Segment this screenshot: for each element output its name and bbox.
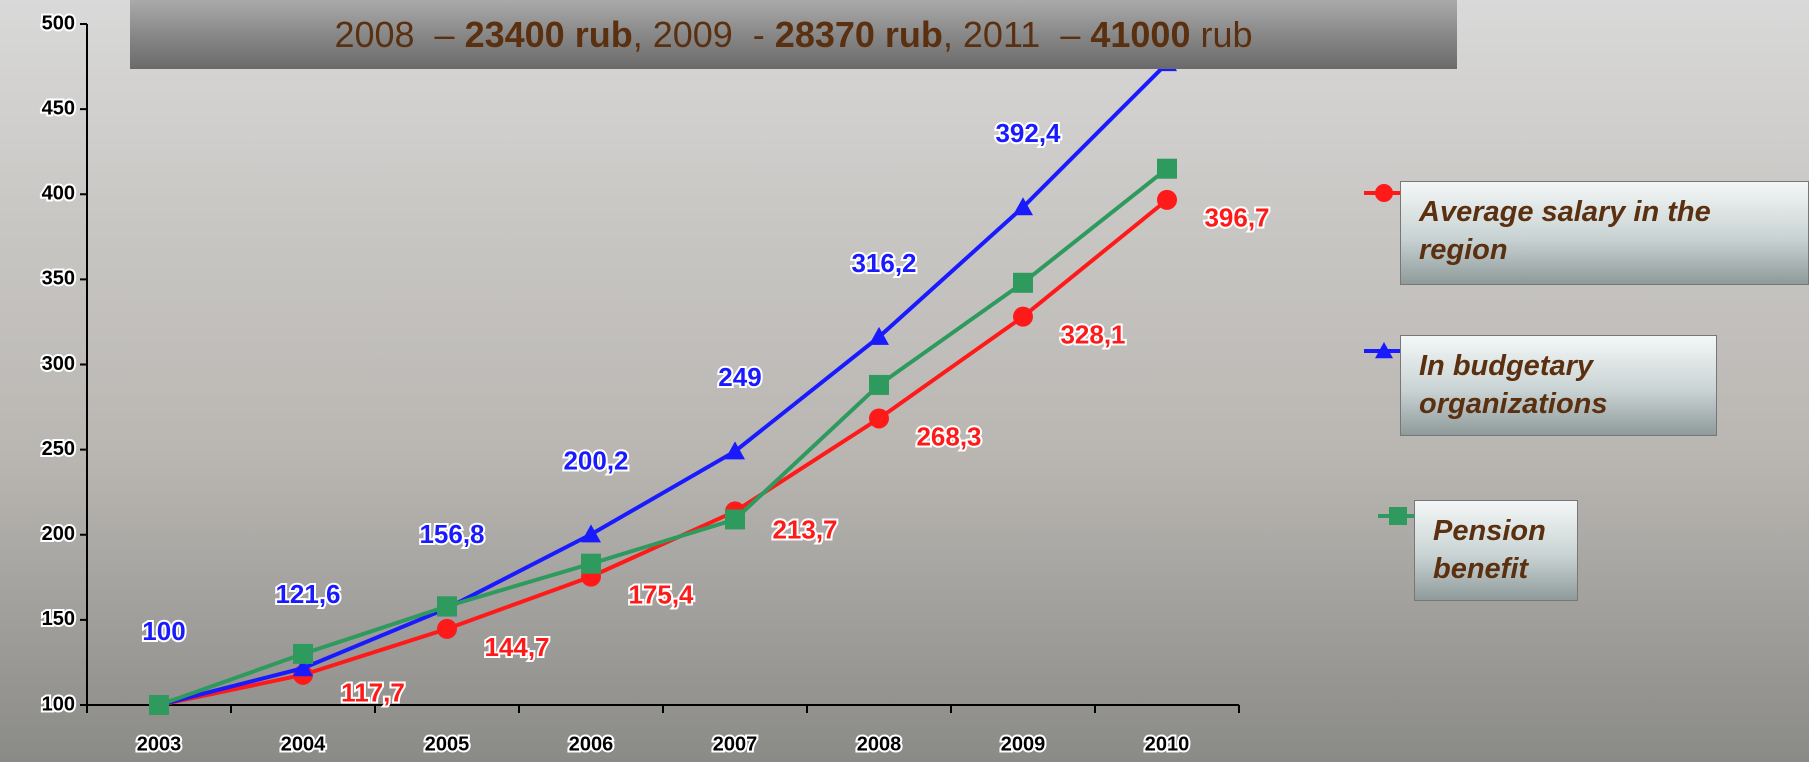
marker bbox=[293, 658, 313, 677]
data-label: 156,8 bbox=[419, 519, 484, 549]
x-tick-label: 2008 bbox=[857, 733, 902, 755]
title-part: 23400 rub bbox=[464, 13, 633, 55]
marker bbox=[725, 509, 745, 530]
x-tick-label: 2007 bbox=[713, 733, 758, 755]
y-tick-label: 150 bbox=[42, 608, 75, 630]
data-label: 100 bbox=[142, 616, 185, 646]
x-tick-label: 2003 bbox=[137, 733, 182, 755]
marker bbox=[293, 643, 313, 664]
data-label: 328,1 bbox=[1060, 320, 1125, 350]
marker bbox=[1375, 342, 1393, 359]
x-tick-label: 2005 bbox=[425, 733, 470, 755]
marker bbox=[869, 326, 889, 345]
title-part: 41000 bbox=[1090, 13, 1191, 55]
data-label: 200,2 bbox=[563, 445, 628, 475]
marker bbox=[1389, 507, 1407, 525]
chart-title: 2008 – 23400 rub, 2009 - 28370 rub, 2011… bbox=[130, 0, 1457, 69]
series-line bbox=[158, 167, 1169, 707]
y-tick-label: 300 bbox=[42, 353, 75, 375]
marker bbox=[1013, 306, 1033, 327]
y-tick-label: 200 bbox=[42, 523, 75, 545]
title-part: 2008 – bbox=[334, 13, 465, 55]
marker bbox=[869, 408, 889, 429]
y-tick-label: 100 bbox=[42, 693, 75, 715]
data-label: 316,2 bbox=[851, 248, 916, 278]
marker bbox=[725, 441, 745, 460]
data-label: 117,7 bbox=[341, 678, 405, 708]
marker bbox=[437, 618, 457, 639]
marker bbox=[1157, 158, 1177, 179]
x-tick-label: 2009 bbox=[1001, 733, 1046, 755]
data-label: 268,3 bbox=[916, 421, 981, 451]
data-label: 175,4 bbox=[628, 580, 694, 610]
x-tick-label: 2006 bbox=[569, 733, 614, 755]
marker bbox=[869, 374, 889, 395]
title-part: 28370 rub bbox=[774, 13, 943, 55]
marker bbox=[437, 596, 457, 617]
legend-entry: In budgetary organizations bbox=[1400, 335, 1717, 436]
title-part: rub bbox=[1190, 13, 1253, 55]
y-tick-label: 500 bbox=[42, 12, 75, 34]
marker bbox=[1013, 197, 1033, 216]
y-tick-label: 350 bbox=[42, 268, 75, 290]
data-label: 396,7 bbox=[1204, 203, 1269, 233]
title-part: , 2011 – bbox=[942, 13, 1091, 55]
marker bbox=[1375, 184, 1393, 202]
marker bbox=[149, 695, 169, 715]
data-label: 213,7 bbox=[772, 514, 837, 544]
series-line bbox=[158, 198, 1169, 707]
series-line bbox=[158, 61, 1169, 707]
x-tick-label: 2010 bbox=[1145, 733, 1190, 755]
title-part: , 2009 - bbox=[632, 13, 775, 55]
legend-entry: Average salary in the region bbox=[1400, 181, 1809, 285]
x-tick-label: 2004 bbox=[281, 733, 326, 755]
data-label: 392,4 bbox=[995, 118, 1061, 148]
data-label: 249 bbox=[718, 362, 761, 392]
marker bbox=[581, 553, 601, 574]
legend-entry: Pension benefit bbox=[1414, 500, 1578, 601]
y-tick-label: 450 bbox=[42, 97, 75, 119]
y-tick-label: 400 bbox=[42, 183, 75, 205]
y-tick-label: 250 bbox=[42, 438, 75, 460]
marker bbox=[1157, 189, 1177, 210]
data-label: 121,6 bbox=[275, 579, 340, 609]
marker bbox=[1013, 272, 1033, 293]
marker bbox=[581, 524, 601, 543]
data-label: 144,7 bbox=[484, 632, 549, 662]
